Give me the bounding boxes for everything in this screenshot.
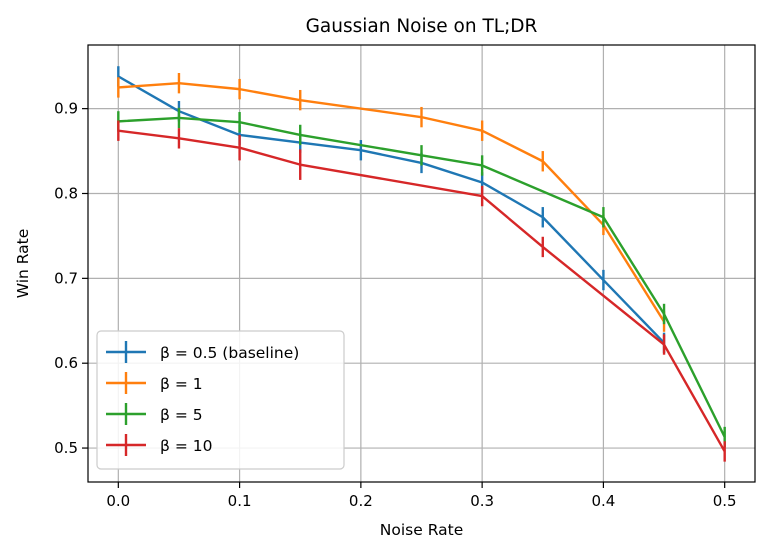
series-line bbox=[117, 75, 665, 344]
legend-label: β = 1 bbox=[160, 375, 203, 393]
series-layer bbox=[117, 66, 726, 462]
x-tick-label: 0.0 bbox=[106, 492, 130, 510]
legend-box bbox=[96, 330, 345, 470]
chart-title: Gaussian Noise on TL;DR bbox=[306, 16, 538, 37]
x-tick-label: 0.2 bbox=[349, 492, 373, 510]
legend-label: β = 0.5 (baseline) bbox=[160, 344, 299, 362]
legend-label: β = 5 bbox=[160, 406, 203, 424]
x-axis-ticks: 0.0 0.1 0.2 0.3 0.4 0.5 bbox=[106, 482, 737, 510]
x-tick-label: 0.4 bbox=[591, 492, 615, 510]
legend: β = 0.5 (baseline) β = 1 β = 5 β = 10 bbox=[96, 330, 345, 470]
y-axis-label: Win Rate bbox=[14, 229, 32, 299]
legend-label: β = 10 bbox=[160, 437, 212, 455]
series-10 bbox=[117, 120, 726, 462]
y-tick-label: 0.9 bbox=[54, 100, 78, 118]
y-tick-label: 0.8 bbox=[54, 184, 78, 202]
x-axis-label: Noise Rate bbox=[380, 521, 463, 539]
y-axis-ticks: 0.5 0.6 0.7 0.8 0.9 bbox=[54, 100, 88, 457]
x-tick-label: 0.1 bbox=[228, 492, 252, 510]
legend-item-0-5-baseline: β = 0.5 (baseline) bbox=[106, 341, 299, 363]
y-tick-label: 0.5 bbox=[54, 439, 78, 457]
x-tick-label: 0.5 bbox=[713, 492, 737, 510]
series-line bbox=[118, 129, 726, 453]
legend-item-5: β = 5 bbox=[106, 403, 203, 425]
y-tick-label: 0.6 bbox=[54, 354, 78, 372]
x-tick-label: 0.3 bbox=[470, 492, 494, 510]
legend-item-1: β = 1 bbox=[106, 372, 203, 394]
legend-item-10: β = 10 bbox=[106, 434, 212, 456]
y-tick-label: 0.7 bbox=[54, 269, 78, 287]
plot-frame bbox=[87, 44, 756, 483]
series-1 bbox=[117, 73, 666, 332]
